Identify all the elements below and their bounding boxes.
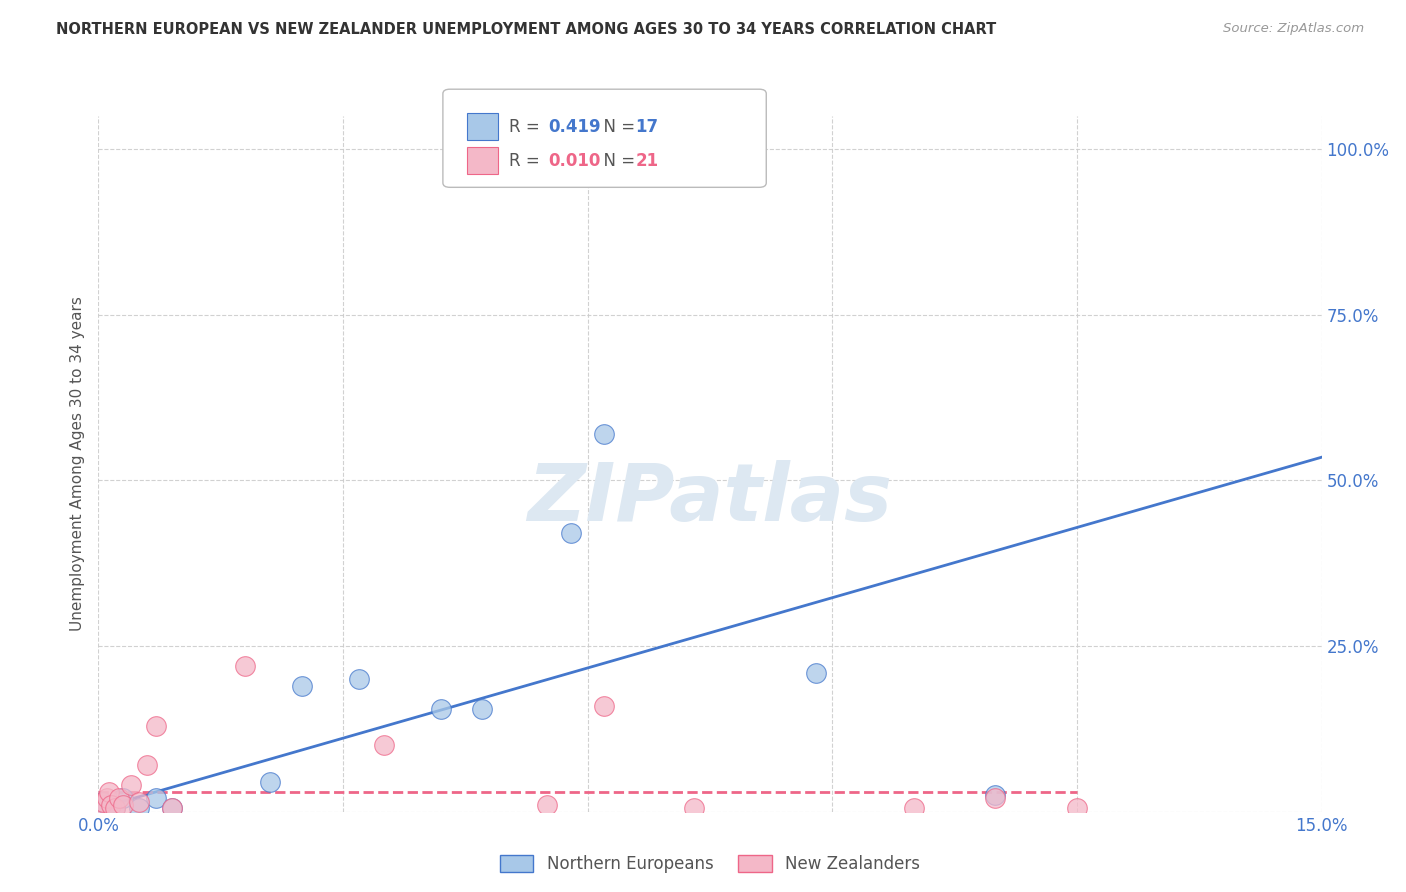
Text: 0.010: 0.010 [548,152,600,169]
Text: 17: 17 [636,118,658,136]
Point [111,798,134,813]
Text: N =: N = [593,118,641,136]
Text: Source: ZipAtlas.com: Source: ZipAtlas.com [1223,22,1364,36]
Point [96,798,118,813]
Point [233,659,256,673]
Point [160,801,183,815]
Point [111,791,134,805]
Point [373,739,395,753]
Text: N =: N = [593,152,641,169]
Point [682,801,704,815]
Text: R =: R = [509,118,546,136]
Point [100,798,122,813]
Point [471,702,494,716]
Point [120,778,142,792]
Point [430,702,453,716]
Text: 0.419: 0.419 [548,118,600,136]
Point [593,427,616,442]
Point [145,718,167,732]
Point [804,665,827,680]
Text: NORTHERN EUROPEAN VS NEW ZEALANDER UNEMPLOYMENT AMONG AGES 30 TO 34 YEARS CORREL: NORTHERN EUROPEAN VS NEW ZEALANDER UNEMP… [56,22,997,37]
Text: R =: R = [509,152,546,169]
Point [104,801,127,815]
Text: ZIPatlas: ZIPatlas [527,459,893,538]
Point [903,801,925,815]
Point [91,795,114,809]
Point [136,758,159,772]
Text: 21: 21 [636,152,658,169]
Point [128,801,150,815]
Point [104,801,127,815]
Point [91,795,114,809]
Point [593,698,616,713]
Point [100,798,122,813]
Point [98,785,121,799]
Point [259,775,281,789]
Point [96,791,118,805]
Point [1066,801,1088,815]
Y-axis label: Unemployment Among Ages 30 to 34 years: Unemployment Among Ages 30 to 34 years [69,296,84,632]
Point [349,672,371,686]
Point [128,795,150,809]
Point [90,798,112,813]
Point [160,801,183,815]
Legend: Northern Europeans, New Zealanders: Northern Europeans, New Zealanders [494,848,927,880]
Point [560,526,582,541]
Point [984,791,1007,805]
Point [108,791,131,805]
Point [291,679,314,693]
Point [536,798,558,813]
Point [145,791,167,805]
Point [984,788,1007,802]
